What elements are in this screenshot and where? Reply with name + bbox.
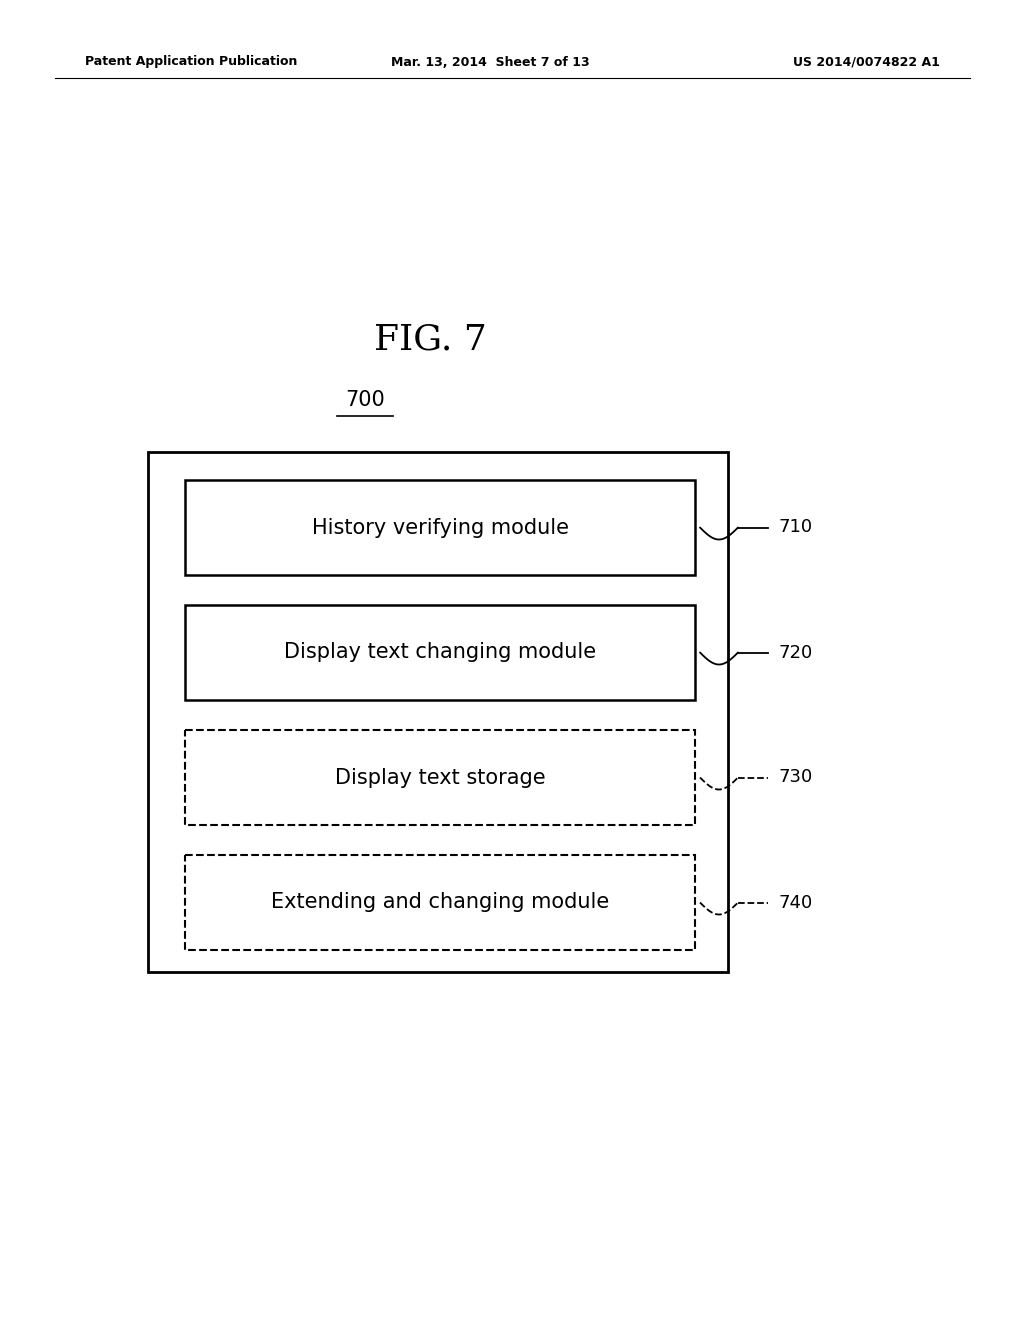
Bar [148,451,728,972]
Bar [185,855,695,950]
Bar [185,730,695,825]
Text: US 2014/0074822 A1: US 2014/0074822 A1 [794,55,940,69]
Text: Display text changing module: Display text changing module [284,643,596,663]
Text: Patent Application Publication: Patent Application Publication [85,55,297,69]
Text: 710: 710 [778,519,812,536]
Text: 700: 700 [345,389,385,411]
Bar [185,480,695,576]
Text: 740: 740 [778,894,812,912]
Bar [185,605,695,700]
Text: Mar. 13, 2014  Sheet 7 of 13: Mar. 13, 2014 Sheet 7 of 13 [391,55,590,69]
Text: 730: 730 [778,768,812,787]
Text: Extending and changing module: Extending and changing module [271,892,609,912]
Text: Display text storage: Display text storage [335,767,546,788]
Text: 720: 720 [778,644,812,661]
Text: History verifying module: History verifying module [311,517,568,537]
Text: FIG. 7: FIG. 7 [374,323,486,356]
